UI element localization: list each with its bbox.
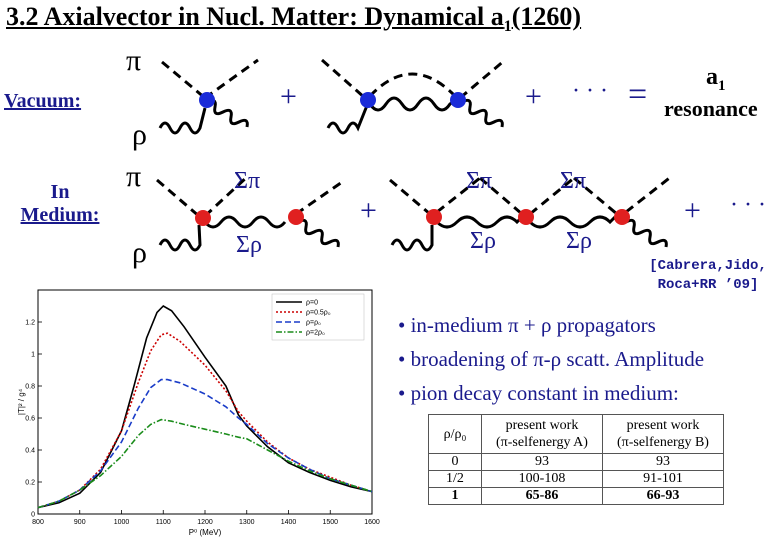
legend-label: ρ=0 (306, 300, 318, 307)
series-line (37, 378, 373, 509)
ellipsis-symbol: · · · (572, 78, 608, 104)
t-matrix-plot: 800 900 1000 1100 1200 1300 1400 1500 1600 0 0.2 0.… (16, 276, 382, 540)
plot-legend: ρ=0 ρ=0.5ρ₀ ρ=ρ₀ ρ=2ρ₀ (271, 293, 365, 341)
citation: [Cabrera,Jido, Roca+RR ’09] (638, 257, 778, 295)
pi-symbol: π (126, 160, 142, 193)
y-tick-label: 1 (31, 352, 35, 359)
sigma-rho-label: Σρ (470, 228, 496, 254)
slide-title: 3.2 Axialvector in Nucl. Matter: Dynamic… (6, 2, 582, 36)
series-line (37, 304, 373, 509)
pi-symbol: π (126, 44, 142, 77)
citation-line1: [Cabrera,Jido, (649, 258, 767, 274)
x-tick-label: 800 (32, 519, 44, 526)
y-tick-label: 0.4 (25, 448, 35, 455)
sigma-rho-label: Σρ (236, 232, 262, 258)
sigma-pi-label: Σπ (234, 168, 261, 194)
vertex-dot-red (288, 209, 304, 225)
y-tick-label: 1.2 (25, 320, 35, 327)
table-row: 1 65-86 66-93 (428, 487, 724, 505)
rho-symbol: ρ (132, 236, 147, 269)
table-cell: 93 (481, 453, 603, 471)
vacuum-diagram-row (158, 58, 506, 135)
table-cell: 91-101 (602, 470, 724, 488)
table-cell: 1 (428, 487, 482, 505)
x-tick-label: 1000 (114, 519, 130, 526)
y-tick-label: 0 (31, 512, 35, 519)
table-cell: 65-86 (481, 487, 603, 505)
resonance-label: resonance (664, 96, 758, 121)
legend-label: ρ=ρ₀ (306, 320, 321, 327)
table-header-row: ρ/ρ₀ present work (π-selfenergy A) prese… (428, 414, 724, 454)
sigma-pi-label: Σπ (560, 168, 587, 194)
pion-line (204, 58, 259, 100)
y-axis-label: |T|² / g⁴ (17, 388, 26, 415)
vertex-dot-red (195, 210, 211, 226)
medium-diagram-1 (156, 174, 346, 252)
y-tick-label: 0.2 (25, 480, 35, 487)
axis-ticks: 800 900 1000 1100 1200 1300 1400 1500 1600 0 0.2 0.… (25, 320, 380, 527)
series-line (37, 418, 373, 509)
plot-series (37, 304, 373, 509)
legend-label: ρ=0.5ρ₀ (306, 310, 331, 317)
plus-symbol: + (684, 194, 701, 227)
table-cell: 100-108 (481, 470, 603, 488)
table-row: 0 93 93 (428, 453, 724, 471)
sigma-pi-label: Σπ (466, 168, 493, 194)
pion-line (161, 60, 206, 100)
legend-label: ρ=2ρ₀ (306, 330, 325, 337)
plus-symbol: + (280, 80, 297, 113)
medium-diagram-2 (389, 174, 673, 252)
a1-wiggle (206, 98, 249, 128)
feynman-diagrams (156, 58, 673, 252)
vertex-dot (360, 92, 376, 108)
table-cell: 0 (428, 453, 482, 471)
medium-diagram-row (156, 174, 673, 252)
vacuum-diagram-2 (321, 58, 506, 135)
table-cell: 93 (602, 453, 724, 471)
rho-symbol: ρ (132, 118, 147, 151)
table-row: 1/2 100-108 91-101 (428, 470, 724, 488)
results-table: ρ/ρ₀ present work (π-selfenergy A) prese… (428, 414, 724, 505)
x-tick-label: 1400 (281, 519, 297, 526)
bullet-item: • in-medium π + ρ propagators (398, 313, 656, 337)
x-tick-label: 1600 (364, 519, 380, 526)
bullet-item: • broadening of π-ρ scatt. Amplitude (398, 347, 705, 371)
citation-line2: Roca+RR ’09] (657, 277, 759, 293)
x-axis-label: P⁰ (MeV) (189, 528, 222, 537)
plus-symbol: + (360, 194, 377, 227)
y-tick-label: 0.6 (25, 416, 35, 423)
bullet-list: • in-medium π + ρ propagators • broadeni… (398, 308, 704, 410)
table-cell: 66-93 (602, 487, 724, 505)
plus-symbol: + (525, 80, 542, 113)
x-tick-label: 1200 (197, 519, 213, 526)
vacuum-diagram-1 (158, 58, 259, 135)
y-tick-label: 0.8 (25, 384, 35, 391)
x-tick-label: 1500 (322, 519, 338, 526)
equals-symbol: = (628, 76, 648, 113)
vertex-dot-red (426, 209, 442, 225)
a1-label: a1 (706, 64, 726, 94)
vertex-dot (199, 92, 215, 108)
table-header: present work (π-selfenergy A) (481, 414, 603, 454)
in-medium-label: In Medium: (4, 181, 116, 227)
x-tick-label: 900 (74, 519, 86, 526)
bullet-item: • pion decay constant in medium: (398, 381, 679, 405)
in-medium-label-line1: In (50, 181, 70, 203)
table-header: present work (π-selfenergy B) (602, 414, 724, 454)
vacuum-label: Vacuum: (4, 90, 82, 112)
table-header: ρ/ρ₀ (428, 414, 482, 454)
vertex-dot-red (518, 209, 534, 225)
x-tick-label: 1300 (239, 519, 255, 526)
vertex-dot-red (614, 209, 630, 225)
rho-wiggle (158, 107, 207, 135)
vertex-dot (450, 92, 466, 108)
ellipsis-symbol: · · · (730, 192, 766, 218)
x-tick-label: 1100 (156, 519, 171, 526)
in-medium-label-line2: Medium: (20, 204, 100, 226)
sigma-rho-label: Σρ (566, 228, 592, 254)
table-cell: 1/2 (428, 470, 482, 488)
